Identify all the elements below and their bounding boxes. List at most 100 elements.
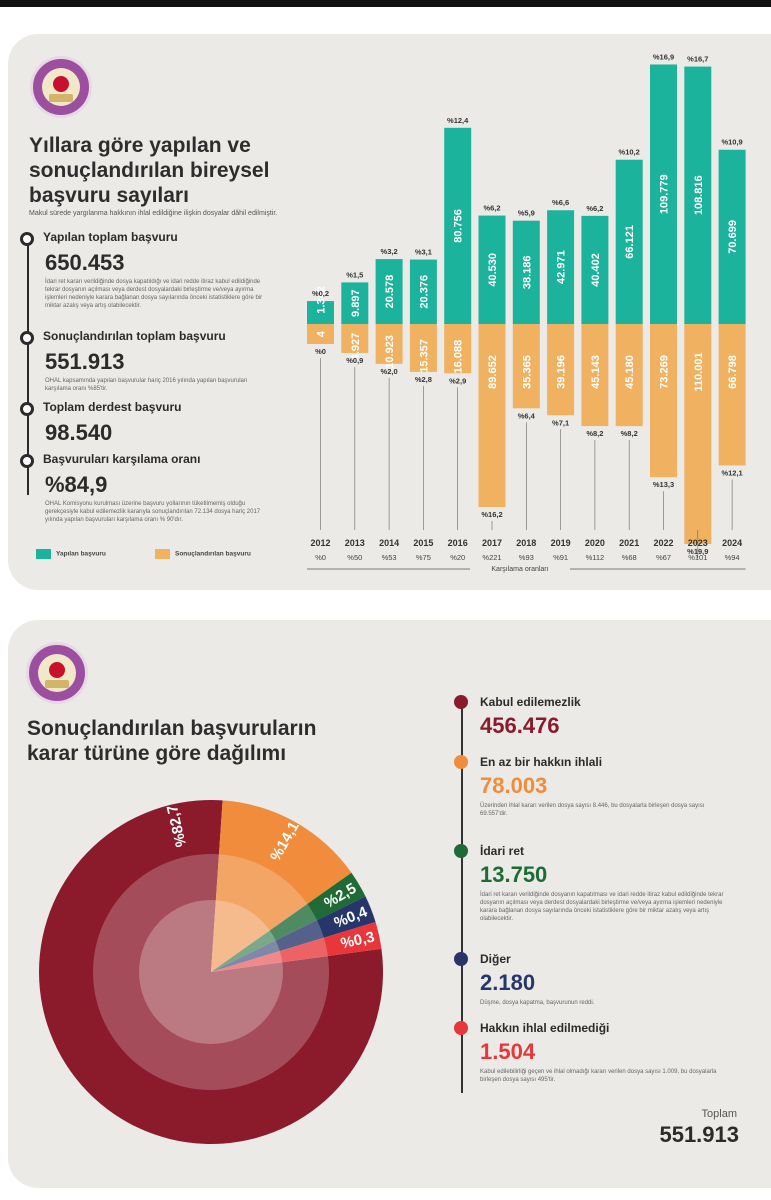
pie-slice-3 [211, 896, 376, 972]
bar-filed-value-label: 80.756 [453, 209, 465, 243]
rate-label: %50 [347, 553, 362, 562]
category-label: Diğer [480, 952, 511, 966]
legend-label: Sonuçlandırılan başvuru [175, 550, 251, 558]
category-value: 2.180 [480, 970, 536, 995]
bar-filed-value-label: 1.342 [316, 286, 328, 314]
pie-percent-label: %0,3 [339, 928, 376, 952]
bar-filed-value-label: 66.121 [624, 225, 636, 259]
bar-filed-share-label: %16,9 [653, 52, 674, 61]
bar-concluded-2017 [478, 324, 506, 508]
bar-filed-share-label: %16,7 [687, 55, 708, 64]
pie-slice-2 [211, 872, 366, 972]
bar-concluded-value-label: 45.143 [590, 355, 602, 389]
rate-label: %112 [586, 553, 605, 562]
stat-label: Sonuçlandırılan toplam başvuru [43, 329, 226, 343]
rate-label: %101 [688, 553, 707, 562]
bar-filed-value-label: 109.779 [659, 174, 671, 214]
bar-concluded-2019 [547, 324, 575, 416]
stat-desc: OHAL kapsamında yapılan başvurular hariç… [45, 378, 248, 392]
bar-concluded-share-label: %6,4 [518, 411, 536, 420]
bar-concluded-share-label: %12,1 [721, 468, 742, 477]
bar-filed-value-label: 9.897 [350, 289, 362, 317]
bar-filed-share-label: %3,2 [381, 247, 398, 256]
bar-concluded-share-label: %0 [315, 347, 326, 356]
rate-label: %93 [519, 553, 534, 562]
bar-concluded-value-label: 73.269 [659, 355, 671, 389]
bar-filed-share-label: %5,9 [518, 209, 535, 218]
bar-filed-2012 [307, 301, 334, 324]
timeline-marker [20, 402, 34, 416]
bar-section-note: Makul sürede yargılanma hakkının ihlal e… [29, 210, 278, 217]
pie-slice-1 [211, 800, 352, 972]
bar-concluded-2013 [341, 324, 369, 353]
category-desc: Üzerinden ihlal kararı verilen dosya say… [480, 803, 705, 817]
x-tick-label: 2018 [516, 538, 536, 548]
bar-filed-2019 [547, 210, 575, 324]
category-label: İdari ret [480, 844, 525, 858]
total-value: 551.913 [659, 1122, 739, 1147]
category-label: En az bir hakkın ihlali [480, 755, 603, 769]
category-dot [454, 755, 468, 769]
bar-concluded-2020 [581, 324, 609, 427]
timeline-marker [20, 232, 34, 246]
bar-filed-share-label: %6,2 [586, 204, 603, 213]
bar-filed-share-label: %10,2 [619, 148, 640, 157]
bar-section-title: Yıllara göre yapılan ve sonuçlandırılan … [29, 134, 270, 207]
bar-filed-value-label: 40.530 [487, 253, 499, 287]
category-dot [454, 844, 468, 858]
bar-chart: 1.342 4 %0,2 %0 2012 %0 9.897 4.927 %1,5 %0,9 2013… [307, 52, 746, 573]
rate-label: %0 [315, 553, 326, 562]
rate-label: %75 [416, 553, 431, 562]
rate-label: %221 [482, 553, 501, 562]
stat-label: Yapılan toplam başvuru [43, 230, 178, 244]
bar-filed-value-label: 20.376 [418, 275, 430, 309]
bar-concluded-share-label: %7,1 [552, 418, 569, 427]
rate-label: %94 [725, 553, 740, 562]
category-desc: İdari ret kararı verildiğinde dosyanın k… [480, 892, 724, 922]
category-desc: Kabul edilebilirliği geçen ve ihlal olma… [480, 1069, 717, 1083]
bar-concluded-value-label: 45.180 [624, 355, 636, 389]
bar-concluded-share-label: %8,2 [621, 429, 638, 438]
bar-concluded-share-label: %13,3 [653, 480, 674, 489]
x-tick-label: 2019 [551, 538, 571, 548]
bar-filed-2020 [581, 215, 609, 324]
rate-label: %20 [450, 553, 465, 562]
bar-concluded-value-label: 15.357 [418, 339, 430, 373]
bar-concluded-2012 [307, 324, 334, 345]
bar-concluded-value-label: 35.365 [521, 355, 533, 389]
stat-desc: İdari ret kararı verildiğinde dosya kapa… [45, 279, 263, 309]
category-label: Kabul edilemezlik [480, 695, 581, 709]
bar-filed-share-label: %12,4 [447, 116, 469, 125]
stat-desc: OHAL Komisyonu kurulması üzerine başvuru… [45, 501, 261, 523]
x-tick-label: 2024 [722, 538, 742, 548]
stat-value: %84,9 [45, 472, 108, 497]
bar-concluded-value-label: 66.798 [727, 355, 739, 389]
timeline-marker [20, 331, 34, 345]
x-tick-label: 2021 [619, 538, 639, 548]
pie-inner-ring [93, 854, 329, 1090]
bar-concluded-value-label: 16.088 [453, 340, 465, 374]
stat-value: 551.913 [45, 349, 125, 374]
top-bar [0, 0, 771, 7]
bar-filed-2016 [444, 127, 472, 325]
bar-filed-share-label: %6,6 [552, 198, 569, 207]
bar-filed-2023 [684, 66, 712, 324]
bar-concluded-value-label: 10.923 [384, 335, 396, 369]
bar-filed-value-label: 70.699 [727, 220, 739, 254]
legend-swatch [155, 549, 170, 559]
category-dot [454, 952, 468, 966]
legend-swatch [36, 549, 51, 559]
stat-value: 98.540 [45, 420, 113, 445]
x-tick-label: 2015 [413, 538, 433, 548]
bar-filed-2017 [478, 215, 506, 324]
category-desc: Düşme, dosya kapatma, başvurunun reddi. [480, 1000, 595, 1006]
bar-concluded-share-label: %2,0 [381, 367, 398, 376]
bar-concluded-2021 [615, 324, 643, 427]
bar-filed-value-label: 20.578 [384, 275, 396, 309]
bar-concluded-value-label: 89.652 [487, 355, 499, 389]
court-logo [26, 642, 88, 704]
bar-filed-2024 [718, 149, 746, 324]
stat-label: Başvuruları karşılama oranı [43, 452, 201, 466]
bar-concluded-value-label: 110.001 [693, 352, 705, 391]
rate-label: %53 [382, 553, 397, 562]
